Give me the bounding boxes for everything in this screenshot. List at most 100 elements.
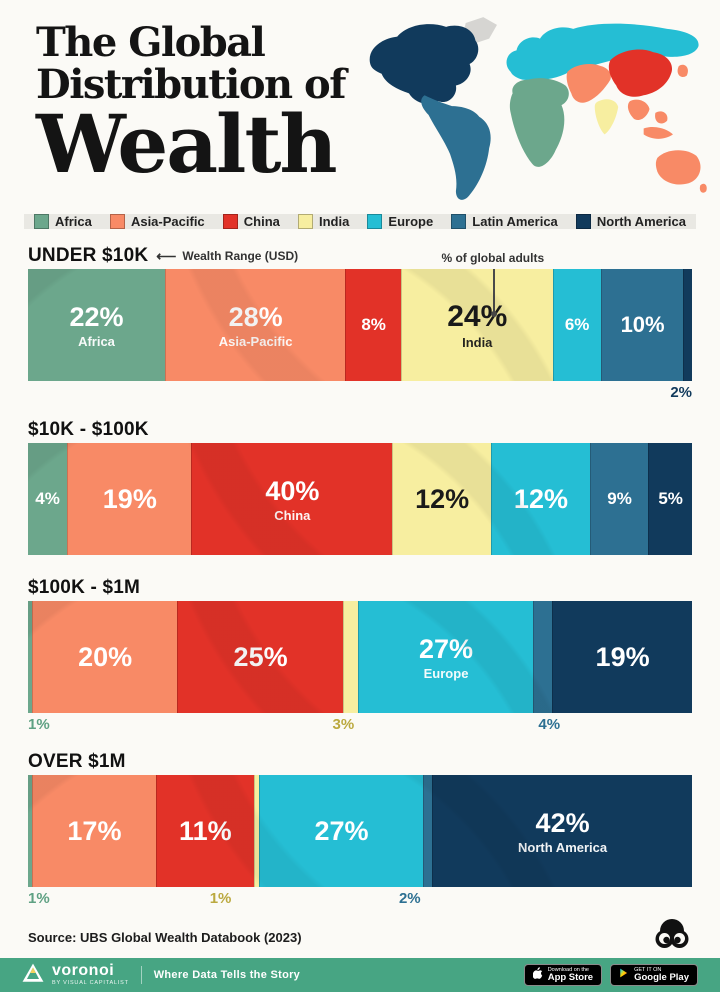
section-100k-1m: $100K - $1M 20% 25% 27% Europe 19% 1% 3%…	[28, 575, 692, 735]
footer-tagline: Where Data Tells the Story	[153, 969, 301, 981]
store-badges: Download on the App Store	[523, 964, 698, 986]
bar-segment-china: 25%	[176, 601, 344, 713]
below-label-africa: 1%	[28, 890, 50, 907]
bar-segment-asia-pacific: 28% Asia-Pacific	[164, 269, 346, 381]
below-label-africa: 1%	[28, 716, 50, 733]
legend-swatch-china	[222, 214, 238, 229]
voronoi-logo: voronoi BY VISUAL CAPITALIST	[22, 963, 129, 988]
left-arrow-icon: ⟵	[156, 247, 177, 264]
title-line-3: Wealth	[36, 97, 338, 192]
map-region-europe	[506, 23, 699, 81]
bar-segment-china: 11%	[155, 775, 254, 887]
map-region-north-america	[369, 24, 479, 104]
map-region-china	[608, 49, 673, 97]
section-header-row: UNDER $10K ⟵ Wealth Range (USD) % of glo…	[28, 243, 692, 269]
source-text: Source: UBS Global Wealth Databook (2023…	[28, 930, 302, 945]
legend-label: India	[318, 214, 350, 229]
legend-label: Europe	[388, 214, 434, 229]
bar-10k-100k: 4% 19% 40% China 12% 12% 9% 5%	[28, 443, 693, 555]
below-label-latin-america: 4%	[538, 716, 561, 733]
legend-swatch-latin-america	[451, 214, 467, 229]
world-map	[364, 10, 716, 213]
map-region-asia-pacific	[566, 64, 611, 103]
badge-small-text: Download on the	[547, 966, 589, 973]
map-region-japan	[677, 64, 688, 78]
bar-segment-india: 12%	[392, 443, 492, 555]
bar-segment-china: 8%	[345, 269, 401, 381]
bar-segment-europe: 6%	[552, 269, 601, 381]
bar-segment-north-america: 42% North America	[432, 775, 693, 887]
bar-segment-asia-pacific: 20%	[32, 601, 177, 713]
brand-name: voronoi	[52, 962, 115, 980]
legend-item-asia-pacific: Asia-Pacific	[109, 214, 205, 229]
pct-adults-annotation: % of global adults	[441, 251, 545, 265]
below-label-latin-america: 2%	[398, 890, 421, 907]
map-region-indonesia	[643, 126, 673, 139]
legend-item-europe: Europe	[367, 214, 433, 229]
wealth-range-annotation: ⟵ Wealth Range (USD)	[156, 247, 299, 264]
google-play-badge[interactable]: GET IT ON Google Play	[610, 964, 698, 986]
voronoi-mark-icon	[652, 917, 692, 958]
apple-icon	[532, 966, 543, 984]
below-label-india: 3%	[332, 716, 355, 733]
pct-adults-pointer-line	[490, 269, 497, 317]
legend-swatch-asia-pacific	[109, 214, 125, 229]
page-title: The Global Distribution of Wealth	[36, 19, 346, 192]
legend-label: Latin America	[472, 214, 558, 229]
legend-swatch-europe	[367, 214, 383, 229]
bar-segment-north-america	[683, 269, 693, 381]
map-region-africa	[509, 78, 569, 167]
bar-segment-china: 40% China	[191, 443, 393, 555]
bar-under-10k: 22% Africa 28% Asia-Pacific 8% 24% India…	[28, 269, 693, 381]
header: The Global Distribution of Wealth	[0, 0, 720, 212]
below-label-india: 1%	[209, 890, 232, 907]
section-header-row: $100K - $1M	[28, 575, 692, 601]
legend-label: Africa	[55, 214, 92, 229]
legend-item-north-america: North America	[575, 214, 686, 229]
below-labels: 2%	[28, 381, 692, 403]
bar-segment-latin-america: 9%	[589, 443, 649, 555]
title-line-2: Distribution of	[36, 60, 346, 108]
source-row: Source: UBS Global Wealth Databook (2023…	[28, 917, 692, 958]
bar-segment-asia-pacific: 17%	[32, 775, 156, 887]
brand-footer-bar: voronoi BY VISUAL CAPITALIST Where Data …	[0, 958, 720, 992]
below-labels: 1% 3% 4%	[28, 713, 692, 735]
bar-segment-africa: 22% Africa	[28, 269, 165, 381]
bar-segment-north-america: 19%	[552, 601, 692, 713]
section-header-row: $10K - $100K	[28, 417, 692, 443]
badge-store-name: App Store	[547, 971, 594, 983]
below-label-north-america: 2%	[670, 384, 692, 401]
section-over-1m: OVER $1M 17% 11% 27% 42% North America 1…	[28, 749, 693, 909]
map-region-india	[594, 99, 619, 135]
bar-segment-india	[253, 775, 259, 887]
legend-item-china: China	[222, 214, 280, 229]
section-title: $10K - $100K	[28, 419, 149, 440]
title-line-1: The Global	[36, 19, 266, 66]
bar-100k-1m: 20% 25% 27% Europe 19%	[28, 601, 692, 713]
brand-byline: BY VISUAL CAPITALIST	[52, 980, 129, 987]
section-title: OVER $1M	[28, 751, 126, 772]
legend-label: China	[243, 214, 280, 229]
google-play-icon	[619, 966, 629, 984]
badge-small-text: GET IT ON	[634, 966, 662, 973]
bar-segment-india	[343, 601, 358, 713]
badge-store-name: Google Play	[634, 971, 689, 983]
section-title: UNDER $10K	[28, 245, 149, 266]
legend: Africa Asia-Pacific China India Europe L…	[24, 214, 696, 229]
bar-segment-latin-america	[423, 775, 433, 887]
section-under-10k: UNDER $10K ⟵ Wealth Range (USD) % of glo…	[28, 243, 693, 403]
map-region-philippines	[655, 111, 668, 124]
map-region-latin-america	[421, 95, 491, 200]
map-region-se-asia	[627, 99, 650, 121]
section-title: $100K - $1M	[28, 577, 141, 598]
legend-item-africa: Africa	[34, 214, 92, 229]
app-store-badge[interactable]: Download on the App Store	[523, 964, 603, 986]
bar-segment-africa	[28, 775, 33, 887]
legend-item-latin-america: Latin America	[451, 214, 558, 229]
section-10k-100k: $10K - $100K 4% 19% 40% China 12% 12% 9%	[28, 417, 693, 561]
bar-segment-europe: 27% Europe	[357, 601, 534, 713]
bar-over-1m: 17% 11% 27% 42% North America	[28, 775, 693, 887]
bar-segment-europe: 12%	[491, 443, 590, 555]
section-header-row: OVER $1M	[28, 749, 692, 775]
